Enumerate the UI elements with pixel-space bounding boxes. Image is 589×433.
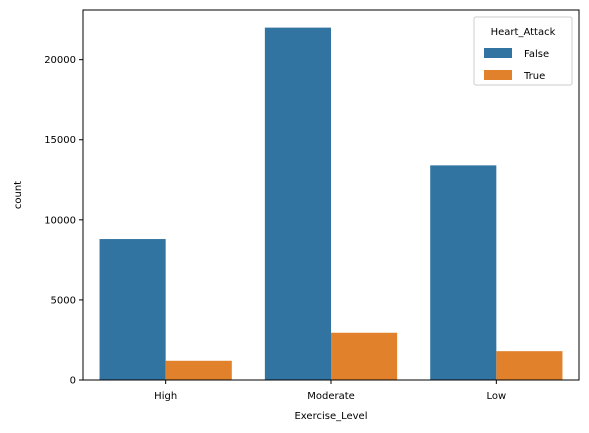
- bar-false-low: [430, 165, 497, 380]
- bar-true-low: [496, 351, 563, 380]
- legend: Heart_Attack False True: [473, 16, 573, 86]
- plot-frame: [82, 9, 580, 381]
- y-axis-ticks: 0 5000 10000 15000 20000: [44, 55, 83, 387]
- bars-group: [99, 27, 563, 380]
- x-tick-label-high: High: [154, 391, 177, 402]
- x-axis-ticks: High Moderate Low: [154, 380, 506, 402]
- x-tick-label-low: Low: [486, 391, 506, 402]
- bar-true-moderate: [331, 332, 398, 380]
- bar-true-high: [165, 360, 232, 380]
- y-axis-title: count: [13, 181, 24, 209]
- x-axis-title: Exercise_Level: [294, 411, 367, 422]
- y-tick-label: 20000: [44, 55, 76, 66]
- legend-swatch-true: [484, 70, 512, 80]
- legend-title: Heart_Attack: [491, 27, 556, 38]
- bar-false-moderate: [264, 27, 331, 380]
- legend-box: [473, 16, 573, 86]
- y-tick-label: 0: [70, 376, 76, 387]
- y-tick-label: 15000: [44, 135, 76, 146]
- x-tick-label-moderate: Moderate: [307, 391, 355, 402]
- y-tick-label: 10000: [44, 215, 76, 226]
- bar-false-high: [99, 239, 166, 380]
- legend-label-true: True: [523, 71, 545, 82]
- y-tick-label: 5000: [51, 295, 76, 306]
- legend-label-false: False: [524, 49, 549, 60]
- legend-swatch-false: [484, 48, 512, 58]
